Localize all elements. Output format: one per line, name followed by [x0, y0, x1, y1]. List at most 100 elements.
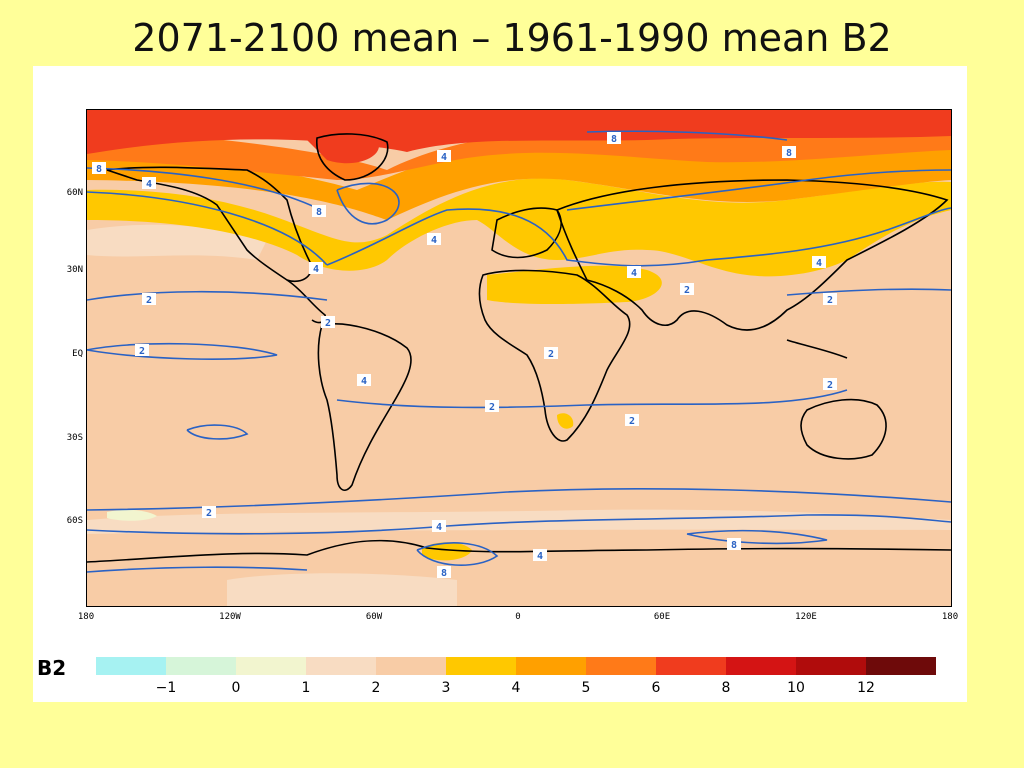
contour-label: 2: [823, 378, 837, 391]
contour-8-north-america: [87, 167, 318, 209]
contour-label: 8: [727, 538, 741, 551]
legend-color-bar: [96, 657, 936, 675]
legend-swatch: [516, 657, 586, 675]
legend-swatch: [586, 657, 656, 675]
outline-south-america: [317, 323, 412, 491]
svg-text:4: 4: [441, 152, 447, 163]
contour-label-group: 2 2 2 2 2 2 2 2 2 2 4 4 4 4 4 4 4 4 4 8: [92, 132, 837, 579]
outline-antarctica: [87, 539, 951, 563]
legend-swatch: [236, 657, 306, 675]
lon-label-0: 0: [515, 612, 521, 622]
legend-tick-label: 6: [651, 680, 661, 696]
legend-tick-label: 5: [581, 680, 591, 696]
outline-australia: [800, 398, 887, 460]
svg-text:8: 8: [441, 568, 447, 579]
svg-text:2: 2: [489, 402, 495, 413]
field-band-3-4-sahara: [487, 265, 662, 304]
contour-label: 4: [437, 150, 451, 163]
lon-label-120w: 120W: [219, 612, 241, 622]
legend-swatch: [796, 657, 866, 675]
lon-label-180e: 180: [941, 612, 959, 622]
contour-label: 2: [135, 344, 149, 357]
legend-tick-label: 4: [511, 680, 521, 696]
lat-label-30n: 30N: [66, 265, 83, 275]
contour-label: 4: [427, 233, 441, 246]
svg-text:2: 2: [325, 318, 331, 329]
contour-label: 2: [202, 506, 216, 519]
svg-text:2: 2: [146, 295, 152, 306]
contour-4-eurasia: [326, 207, 951, 267]
contour-4-antarctic: [87, 566, 308, 573]
lon-label-60e: 60E: [653, 612, 671, 622]
svg-text:4: 4: [537, 551, 543, 562]
svg-text:2: 2: [684, 285, 690, 296]
contour-label: 2: [485, 400, 499, 413]
field-pale-patch: [107, 509, 157, 521]
contour-label: 4: [309, 262, 323, 275]
contour-8-antarctic: [416, 542, 499, 566]
field-band-6-8: [87, 110, 951, 154]
svg-text:4: 4: [631, 268, 637, 279]
legend-tick-label: 8: [721, 680, 731, 696]
svg-text:8: 8: [731, 540, 737, 551]
lon-label-60w: 60W: [365, 612, 383, 622]
contour-label: 8: [92, 162, 106, 175]
legend-swatch: [166, 657, 236, 675]
contour-2-pacific: [786, 288, 951, 296]
field-light-patch: [227, 573, 457, 606]
svg-text:8: 8: [611, 134, 617, 145]
legend-tick-label: 0: [231, 680, 241, 696]
legend-swatch: [96, 657, 166, 675]
legend-tick-label: 3: [441, 680, 451, 696]
contour-4-southern-ocean: [87, 514, 951, 535]
field-band-3-4: [87, 178, 951, 277]
svg-text:4: 4: [146, 179, 152, 190]
svg-text:2: 2: [827, 380, 833, 391]
contour-label: 2: [625, 414, 639, 427]
svg-text:2: 2: [206, 508, 212, 519]
legend-swatch: [376, 657, 446, 675]
field-band-3-4-antarctica: [422, 542, 472, 561]
lat-label-30s: 30S: [66, 433, 83, 443]
contour-label: 2: [544, 347, 558, 360]
svg-text:8: 8: [786, 148, 792, 159]
slide-title: 2071-2100 mean – 1961-1990 mean B2: [132, 16, 892, 60]
legend-tick-label: −1: [155, 680, 177, 696]
contour-2-southern: [87, 488, 951, 511]
contour-label: 2: [321, 316, 335, 329]
outline-central-america: [286, 279, 327, 324]
svg-text:2: 2: [548, 349, 554, 360]
svg-text:2: 2: [139, 346, 145, 357]
contour-label: 4: [627, 266, 641, 279]
svg-text:2: 2: [827, 295, 833, 306]
contour-8-arctic: [586, 130, 788, 141]
svg-text:4: 4: [313, 264, 319, 275]
contour-4-north-america: [87, 191, 328, 266]
contour-label: 2: [823, 293, 837, 306]
legend-tick-label: 12: [857, 680, 875, 696]
svg-text:4: 4: [816, 258, 822, 269]
contour-label: 8: [437, 566, 451, 579]
outline-north-america: [106, 166, 312, 282]
lon-label-120e: 120E: [795, 612, 817, 622]
contour-label: 2: [680, 283, 694, 296]
svg-text:4: 4: [361, 376, 367, 387]
lon-label-180w: 180: [77, 612, 95, 622]
outline-greenland: [316, 133, 389, 181]
contour-label: 8: [312, 205, 326, 218]
contour-label: 4: [432, 520, 446, 533]
svg-text:2: 2: [629, 416, 635, 427]
legend-tick-label: 2: [371, 680, 381, 696]
lat-label-60s: 60S: [66, 516, 83, 526]
field-band-5-6: [87, 126, 951, 180]
contour-2-north: [87, 290, 328, 301]
contour-8-eurasia: [566, 169, 951, 211]
contour-2-south: [336, 389, 848, 409]
outline-europe: [491, 207, 562, 259]
map-canvas: 2 2 2 2 2 2 2 2 2 2 4 4 4 4 4 4 4 4 4 8: [87, 110, 951, 606]
svg-text:8: 8: [316, 207, 322, 218]
contour-label: 4: [812, 256, 826, 269]
land-outlines: [87, 133, 951, 563]
legend-swatch: [656, 657, 726, 675]
world-map: 2 2 2 2 2 2 2 2 2 2 4 4 4 4 4 4 4 4 4 8: [86, 109, 952, 607]
